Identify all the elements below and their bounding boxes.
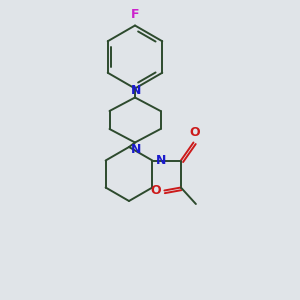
- Text: N: N: [156, 154, 166, 167]
- Text: O: O: [190, 126, 200, 139]
- Text: N: N: [131, 143, 142, 156]
- Text: N: N: [131, 84, 142, 97]
- Text: O: O: [150, 184, 161, 197]
- Text: F: F: [131, 8, 139, 21]
